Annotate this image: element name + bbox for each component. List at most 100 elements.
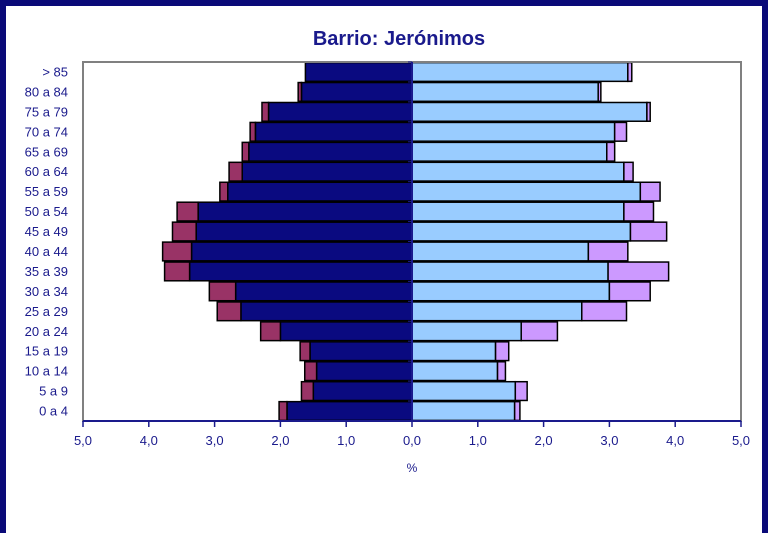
bar-right-1-17 xyxy=(513,400,521,422)
bar-right-0-4 xyxy=(411,141,608,162)
bar-left-1-8 xyxy=(171,221,197,242)
bar-right-1-2 xyxy=(646,101,651,122)
age-group-label: 55 a 59 xyxy=(25,184,68,199)
bar-left-1-9 xyxy=(161,241,193,262)
bar-left-1-5 xyxy=(228,161,243,182)
bar-left-1-14 xyxy=(299,341,311,362)
bar-right-0-7 xyxy=(411,201,625,222)
bar-right-1-9 xyxy=(587,241,629,262)
bar-left-1-13 xyxy=(259,321,282,342)
bar-right-0-17 xyxy=(411,400,516,422)
bar-left-0-2 xyxy=(267,101,413,122)
bar-left-0-7 xyxy=(197,201,413,222)
age-group-label: > 85 xyxy=(42,64,68,79)
bar-left-1-6 xyxy=(219,181,229,202)
bar-right-1-16 xyxy=(514,380,528,402)
chart-title: Barrio: Jerónimos xyxy=(313,28,485,50)
bar-right-0-6 xyxy=(411,181,642,202)
bar-right-1-15 xyxy=(496,361,507,382)
bar-right-0-11 xyxy=(411,281,611,302)
bar-right-0-10 xyxy=(411,261,609,282)
bar-left-0-12 xyxy=(240,301,413,322)
age-group-label: 50 a 54 xyxy=(25,204,68,219)
bar-left-1-11 xyxy=(208,281,237,302)
bar-left-0-0 xyxy=(304,61,413,83)
bar-right-0-16 xyxy=(411,380,517,402)
bar-right-0-13 xyxy=(411,321,522,342)
x-tick-label: 4,0 xyxy=(140,433,158,448)
bar-right-0-12 xyxy=(411,301,583,322)
bar-left-0-1 xyxy=(300,81,413,103)
age-group-label: 75 a 79 xyxy=(25,104,68,119)
age-group-label: 20 a 24 xyxy=(25,324,68,339)
bar-right-1-3 xyxy=(613,121,628,142)
bar-left-1-15 xyxy=(303,361,318,382)
age-group-label: 80 a 84 xyxy=(25,84,68,99)
bar-left-0-6 xyxy=(227,181,413,202)
bar-left-0-10 xyxy=(188,261,413,282)
bar-right-0-5 xyxy=(411,161,625,182)
x-tick-label: 3,0 xyxy=(206,433,224,448)
bar-left-1-1 xyxy=(297,81,303,103)
age-group-label: 15 a 19 xyxy=(25,344,68,359)
bar-right-1-7 xyxy=(623,201,655,222)
age-group-label: 65 a 69 xyxy=(25,144,68,159)
bar-left-0-15 xyxy=(315,361,413,382)
age-group-label: 10 a 14 xyxy=(25,364,68,379)
bar-left-0-3 xyxy=(254,121,413,142)
bar-left-0-14 xyxy=(309,341,413,362)
bar-left-0-16 xyxy=(312,380,413,402)
x-axis-label: % xyxy=(407,461,418,475)
bar-left-0-4 xyxy=(248,141,413,162)
bar-right-1-6 xyxy=(639,181,661,202)
bar-left-1-10 xyxy=(163,261,191,282)
x-tick-label: 1,0 xyxy=(337,433,355,448)
x-tick-label: 2,0 xyxy=(535,433,553,448)
bar-left-0-17 xyxy=(286,400,413,422)
bar-right-0-3 xyxy=(411,121,616,142)
bar-left-1-17 xyxy=(278,400,288,422)
bar-left-1-7 xyxy=(176,201,199,222)
age-group-label: 60 a 64 xyxy=(25,164,68,179)
age-group-label: 35 a 39 xyxy=(25,264,68,279)
bar-right-1-4 xyxy=(606,141,616,162)
bar-right-0-0 xyxy=(411,61,629,83)
x-tick-label: 5,0 xyxy=(74,433,92,448)
bar-right-0-9 xyxy=(411,241,590,262)
bar-left-0-8 xyxy=(195,221,413,242)
x-tick-label: 0,0 xyxy=(403,433,421,448)
bar-right-0-8 xyxy=(411,221,632,242)
bar-left-1-2 xyxy=(261,101,270,122)
labels-group: > 85 80 a 84 75 a 79 70 a 74 65 a 69 60 a 64 5… xyxy=(25,64,750,448)
x-tick-label: 5,0 xyxy=(732,433,750,448)
bar-left-1-12 xyxy=(216,301,242,322)
bar-right-0-15 xyxy=(411,361,499,382)
x-tick-label: 4,0 xyxy=(666,433,684,448)
bar-right-0-14 xyxy=(411,341,497,362)
bar-left-1-3 xyxy=(249,121,257,142)
bars-group xyxy=(161,61,670,422)
age-group-label: 0 a 4 xyxy=(39,404,68,419)
bar-left-0-9 xyxy=(190,241,413,262)
bar-right-0-2 xyxy=(411,101,648,122)
bar-right-1-10 xyxy=(607,261,670,282)
bar-right-1-14 xyxy=(494,341,510,362)
bar-right-0-1 xyxy=(411,81,599,103)
bar-right-1-12 xyxy=(581,301,628,322)
bar-right-1-0 xyxy=(627,61,633,83)
bar-right-1-11 xyxy=(608,281,651,302)
bar-right-1-8 xyxy=(629,221,668,242)
bar-right-1-13 xyxy=(520,321,559,342)
bar-left-1-16 xyxy=(300,380,315,402)
age-group-label: 30 a 34 xyxy=(25,284,68,299)
x-tick-label: 2,0 xyxy=(271,433,289,448)
x-tick-label: 3,0 xyxy=(600,433,618,448)
bar-left-1-4 xyxy=(241,141,250,162)
bar-left-0-13 xyxy=(279,321,413,342)
age-group-label: 25 a 29 xyxy=(25,304,68,319)
age-group-label: 40 a 44 xyxy=(25,244,68,259)
x-tick-label: 1,0 xyxy=(469,433,487,448)
axes-group xyxy=(82,61,742,427)
bar-right-1-1 xyxy=(597,81,602,103)
